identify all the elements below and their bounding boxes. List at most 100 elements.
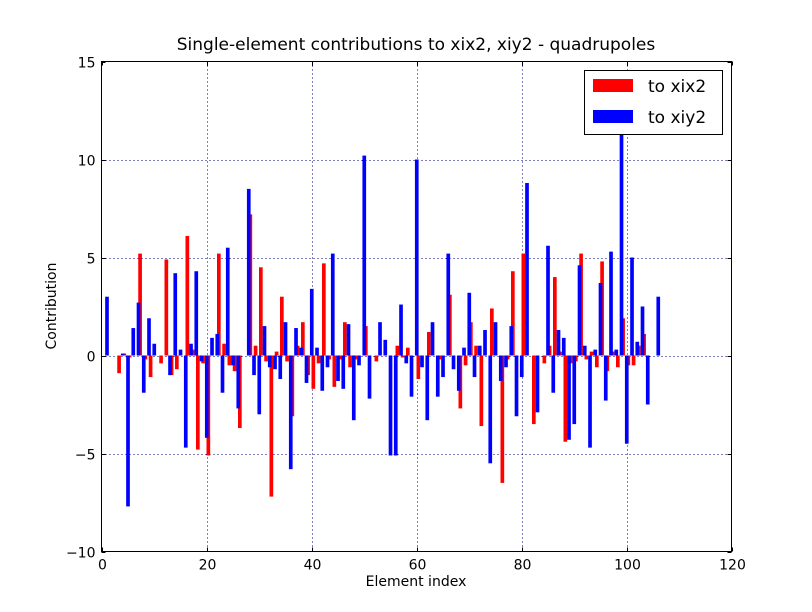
- bar-xix2: [416, 355, 421, 380]
- bar-xix2: [595, 355, 599, 368]
- bar-xiy2: [288, 355, 293, 470]
- bar-xiy2: [593, 349, 598, 356]
- bar-xiy2: [446, 253, 451, 356]
- bar-xix2: [316, 355, 321, 364]
- bar-xix2: [332, 355, 337, 387]
- bar-xix2: [269, 355, 274, 497]
- bar-xix2: [217, 253, 221, 356]
- legend-label-xiy2: to xiy2: [648, 108, 706, 128]
- bar-xix2: [322, 263, 326, 356]
- y-tick-label: 15: [78, 56, 96, 72]
- bar-xiy2: [246, 188, 251, 356]
- bar-xix2: [164, 259, 169, 356]
- bar-xiy2: [189, 343, 193, 356]
- bar-xiy2: [357, 355, 361, 366]
- bar-xix2: [616, 355, 620, 368]
- bar-xiy2: [183, 355, 188, 448]
- bar-xix2: [148, 355, 153, 378]
- bar-xiy2: [120, 353, 125, 356]
- bar-xiy2: [173, 273, 178, 356]
- bar-xiy2: [425, 355, 430, 421]
- y-tick-label: 5: [87, 252, 96, 268]
- bar-xiy2: [504, 355, 508, 368]
- bar-xix2: [511, 271, 515, 356]
- bar-xiy2: [498, 355, 503, 381]
- bar-xix2: [521, 253, 526, 356]
- x-tick-label: 80: [514, 558, 532, 574]
- plot-frame: [101, 61, 732, 552]
- bar-xiy2: [367, 355, 372, 399]
- bar-xix2: [348, 355, 352, 368]
- bar-xiy2: [525, 183, 529, 356]
- legend: to xix2 to xiy2: [584, 70, 723, 135]
- chart-title: Single-element contributions to xix2, xi…: [177, 35, 656, 55]
- bar-xiy2: [546, 245, 550, 356]
- bar-xiy2: [630, 257, 634, 356]
- bar-xix2: [227, 355, 232, 366]
- bar-xix2: [395, 345, 400, 356]
- bar-xiy2: [262, 326, 267, 356]
- bar-xix2: [264, 355, 268, 362]
- bar-xiy2: [325, 355, 330, 368]
- bar-xiy2: [561, 337, 566, 356]
- bar-xix2: [532, 355, 536, 425]
- bar-xiy2: [609, 251, 613, 356]
- bar-xiy2: [168, 355, 172, 376]
- legend-swatch-xiy2: [593, 110, 633, 123]
- y-axis-label: Contribution: [44, 263, 60, 350]
- bar-xiy2: [567, 355, 571, 440]
- bar-xiy2: [535, 355, 540, 413]
- bar-xiy2: [624, 355, 629, 444]
- bar-xiy2: [336, 355, 340, 381]
- bar-xix2: [490, 308, 494, 356]
- bar-xiy2: [577, 265, 582, 356]
- bar-xiy2: [488, 355, 493, 464]
- bar-xiy2: [351, 355, 356, 421]
- x-tick-label: 120: [719, 558, 746, 574]
- bar-xiy2: [383, 339, 388, 356]
- bar-xiy2: [388, 355, 393, 456]
- bar-xiy2: [304, 355, 309, 383]
- bars: [105, 130, 661, 507]
- bar-xix2: [343, 322, 347, 356]
- bar-xiy2: [273, 355, 277, 370]
- bar-xiy2: [315, 347, 319, 356]
- bar-xiy2: [257, 355, 262, 415]
- bar-xiy2: [378, 322, 382, 356]
- bar-xix2: [584, 355, 589, 360]
- bar-xiy2: [136, 302, 141, 356]
- bar-xiy2: [414, 159, 419, 356]
- bar-xiy2: [299, 347, 304, 356]
- bar-xiy2: [309, 288, 314, 356]
- y-tick-label: 0: [87, 350, 96, 366]
- x-tick-label: 20: [199, 558, 217, 574]
- bar-xiy2: [441, 355, 445, 378]
- bar-xiy2: [404, 355, 409, 364]
- bar-xix2: [463, 355, 468, 366]
- bar-xiy2: [194, 271, 199, 356]
- bar-xiy2: [598, 282, 603, 356]
- y-tick-label: −10: [66, 546, 96, 562]
- x-tick-label: 0: [98, 558, 107, 574]
- bar-xiy2: [493, 322, 498, 356]
- bar-xix2: [427, 331, 431, 356]
- bar-xiy2: [252, 355, 256, 376]
- bar-xiy2: [551, 355, 556, 393]
- bar-xiy2: [126, 355, 130, 507]
- axis-ticks: 0 20 40 60 80 100 120 −10 −5 0 5 10 15: [66, 56, 746, 574]
- bar-xix2: [589, 351, 594, 356]
- bar-xiy2: [341, 355, 346, 389]
- bar-xix2: [185, 235, 190, 356]
- bar-xix2: [374, 355, 379, 362]
- bar-xiy2: [572, 355, 577, 425]
- x-tick-label: 100: [614, 558, 641, 574]
- bar-xiy2: [477, 345, 482, 356]
- bar-xiy2: [152, 343, 157, 356]
- bar-xiy2: [582, 345, 587, 356]
- bar-xiy2: [131, 328, 136, 356]
- bar-xix2: [400, 355, 405, 358]
- bar-xix2: [259, 267, 263, 356]
- bar-xiy2: [519, 355, 524, 378]
- bar-xiy2: [467, 292, 472, 356]
- bar-xix2: [631, 355, 636, 366]
